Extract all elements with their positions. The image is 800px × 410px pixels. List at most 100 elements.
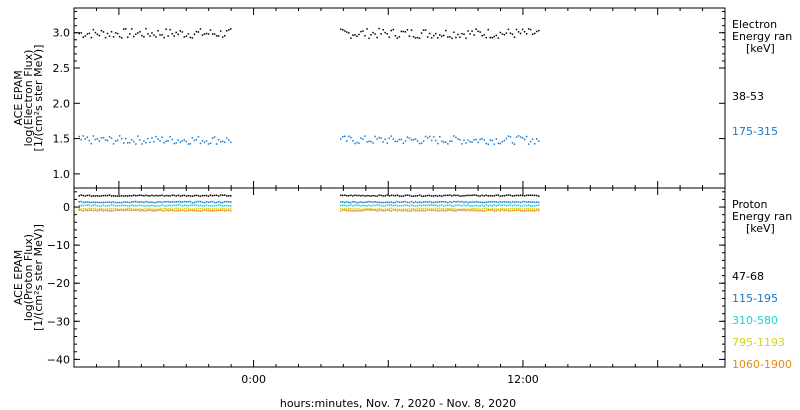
data-point — [141, 34, 143, 37]
data-point — [509, 209, 512, 212]
data-point — [374, 135, 376, 138]
data-point — [104, 208, 107, 211]
data-point — [227, 205, 230, 207]
data-point — [505, 137, 508, 140]
data-point — [412, 208, 415, 210]
data-point — [124, 195, 127, 197]
data-point — [161, 201, 163, 204]
data-point — [402, 204, 405, 207]
data-point — [102, 31, 105, 33]
data-point — [441, 201, 443, 203]
data-point — [90, 195, 93, 197]
data-point — [531, 205, 534, 207]
data-point — [201, 194, 204, 197]
data-point — [86, 194, 89, 197]
data-point — [215, 209, 218, 212]
data-point — [86, 208, 89, 210]
data-point — [364, 205, 366, 207]
data-point — [457, 200, 459, 203]
data-point — [167, 194, 169, 197]
data-point — [133, 194, 135, 196]
data-point — [225, 204, 228, 207]
data-point — [195, 204, 198, 206]
data-point — [143, 35, 145, 38]
data-point — [221, 205, 224, 207]
data-point — [199, 210, 202, 212]
data-point — [128, 209, 131, 212]
data-point — [135, 200, 137, 203]
data-point — [495, 194, 498, 196]
data-point — [223, 141, 226, 144]
data-point — [354, 207, 356, 210]
data-point — [112, 207, 115, 210]
data-point — [370, 201, 372, 203]
data-point — [120, 195, 123, 197]
data-point — [213, 33, 216, 35]
data-point — [501, 207, 504, 210]
data-point — [441, 204, 443, 206]
data-point — [386, 33, 388, 35]
data-point — [513, 195, 516, 197]
data-point — [128, 141, 131, 144]
data-point — [94, 201, 97, 204]
data-point — [227, 29, 230, 31]
data-point — [342, 29, 344, 31]
data-point — [147, 201, 149, 203]
data-point — [183, 194, 186, 197]
data-point — [481, 210, 483, 212]
data-point — [384, 201, 386, 204]
data-point — [165, 205, 167, 207]
data-point — [153, 140, 155, 143]
data-point — [380, 137, 382, 140]
data-point — [479, 208, 481, 211]
data-point — [163, 36, 165, 39]
data-point — [165, 209, 167, 211]
data-point — [523, 207, 526, 210]
data-point — [453, 209, 455, 212]
data-point — [422, 207, 425, 210]
data-point — [153, 34, 155, 36]
data-point — [106, 139, 109, 142]
data-point — [84, 207, 87, 210]
data-point — [368, 37, 370, 40]
data-point — [414, 210, 417, 212]
data-point — [135, 33, 137, 36]
data-point — [529, 140, 532, 143]
data-point — [126, 209, 129, 211]
data-point — [110, 195, 113, 197]
data-point — [400, 138, 403, 141]
data-point — [428, 32, 431, 35]
data-point — [155, 201, 157, 204]
data-point — [426, 207, 429, 210]
data-point — [342, 208, 344, 210]
data-point — [451, 140, 453, 143]
data-point — [445, 201, 447, 203]
data-point — [157, 30, 159, 32]
data-point — [511, 207, 514, 210]
data-point — [392, 204, 395, 207]
data-point — [495, 210, 498, 212]
data-point — [414, 200, 417, 203]
data-point — [432, 208, 435, 211]
data-point — [449, 194, 451, 196]
data-point — [410, 204, 413, 206]
data-point — [449, 36, 451, 38]
data-point — [479, 201, 481, 204]
data-point — [124, 201, 127, 204]
data-point — [517, 194, 520, 197]
data-point — [364, 35, 366, 37]
data-point — [167, 208, 169, 210]
data-point — [344, 201, 346, 204]
data-point — [358, 210, 360, 212]
data-point — [183, 200, 186, 203]
data-point — [153, 208, 155, 210]
data-point — [511, 195, 514, 197]
data-point — [157, 208, 159, 211]
data-point — [106, 32, 109, 35]
data-point — [481, 137, 483, 140]
data-point — [463, 33, 465, 36]
data-point — [219, 201, 222, 204]
data-point — [116, 208, 119, 210]
data-point — [108, 201, 111, 204]
data-point — [364, 207, 366, 210]
